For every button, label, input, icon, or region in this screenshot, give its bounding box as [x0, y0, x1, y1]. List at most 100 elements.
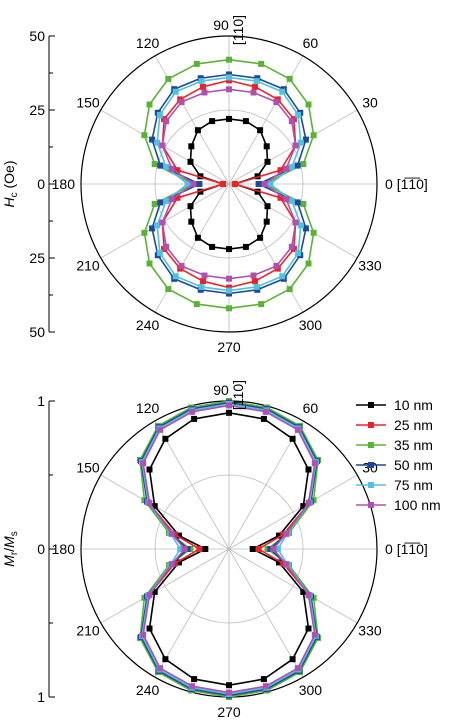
data-point-s0-p11	[176, 532, 182, 539]
data-point-s2-p22	[310, 229, 317, 236]
legend-marker-0	[368, 402, 374, 408]
data-point-s5-p17	[189, 683, 196, 690]
data-point-s5-p6	[226, 402, 232, 409]
angle-label-330: 330	[358, 622, 382, 638]
data-point-s4-p20	[279, 273, 286, 280]
data-point-s0-p23	[276, 559, 282, 566]
data-point-s5-p2	[292, 142, 299, 149]
ylabel-subscript-r: r	[9, 551, 20, 555]
data-point-s4-p23	[288, 197, 295, 204]
data-point-s5-p20	[294, 665, 301, 672]
data-point-s3-p0	[255, 181, 262, 187]
angle-label-0: 0 [1̅1̅0]	[385, 541, 428, 557]
data-point-s1-p1	[277, 167, 284, 174]
data-point-s5-p4	[273, 99, 280, 105]
data-point-s1-p17	[200, 278, 206, 285]
radial-tick-label-0-upper: 0	[37, 176, 45, 192]
data-point-s1-p0	[255, 546, 262, 552]
legend-marker-3	[368, 462, 374, 468]
angle-label-0: 0 [1̅1̅0]	[385, 176, 428, 192]
data-point-s4-p7	[198, 78, 205, 85]
data-point-s0-p16	[162, 656, 169, 663]
data-point-s5-p17	[201, 272, 208, 279]
ylabel-symbol-m2: M	[1, 536, 17, 548]
data-point-s1-p19	[252, 278, 258, 285]
data-point-s0-p6	[226, 115, 232, 122]
data-point-s5-p4	[294, 426, 301, 433]
radial-tick-label-1-upper: 1	[37, 393, 45, 409]
data-point-s0-p22	[264, 203, 271, 210]
grid-spoke	[154, 420, 230, 550]
data-point-s3-p23	[294, 199, 301, 206]
data-point-s5-p15	[163, 243, 170, 250]
data-point-s3-p10	[149, 136, 156, 143]
data-point-s5-p1	[283, 530, 290, 537]
data-point-s5-p21	[311, 631, 318, 638]
data-point-s5-p8	[178, 99, 185, 105]
data-point-s5-p18	[226, 275, 232, 282]
data-point-s5-p5	[250, 89, 257, 96]
data-point-s4-p21	[295, 250, 302, 257]
data-point-s0-p5	[242, 118, 249, 125]
grid-spoke	[100, 548, 230, 624]
data-point-s5-p5	[262, 408, 269, 415]
ylabel-unit: (Oe)	[1, 160, 17, 192]
angle-label-240: 240	[136, 317, 160, 333]
radial-tick-label-25-upper: 25	[29, 102, 45, 118]
angle-label-210: 210	[76, 257, 100, 273]
hc-polar-chart: 0 [1̅1̅0] 30 60 90 [110] 120 150 180 210 240 270 30…	[1, 15, 428, 355]
data-point-s0-p16	[194, 234, 201, 241]
data-point-s3-p2	[302, 136, 309, 143]
data-point-s5-p16	[178, 263, 185, 269]
angle-label-60: 60	[303, 400, 319, 416]
grid-spoke	[228, 548, 304, 678]
data-point-s0-p9	[188, 143, 195, 150]
data-point-s1-p0	[231, 181, 238, 187]
legend-marker-4	[368, 482, 374, 488]
angle-label-300: 300	[299, 317, 323, 333]
data-point-s0-p14	[151, 588, 158, 595]
data-point-s2-p23	[300, 200, 307, 207]
data-point-s0-p15	[188, 218, 195, 225]
angle-label-30: 30	[362, 95, 378, 111]
data-point-s0-p3	[263, 143, 270, 150]
data-point-s3-p12	[196, 181, 203, 187]
grid-spoke	[228, 548, 358, 624]
data-point-s2-p17	[193, 301, 200, 308]
data-point-s5-p10	[146, 500, 153, 507]
data-point-s3-p1	[294, 162, 301, 169]
data-point-s5-p3	[311, 460, 318, 467]
angle-label-180: 180	[52, 176, 76, 192]
data-point-s2-p20	[286, 286, 293, 293]
angle-label-180: 180	[52, 541, 76, 557]
data-point-s5-p11	[168, 165, 175, 172]
legend-label-3: 50 nm	[394, 457, 433, 473]
data-point-s2-p2	[310, 132, 317, 139]
direction-label-110: [110]	[230, 15, 246, 45]
data-point-s0-p20	[257, 234, 264, 241]
y-axis-label: Hc (Oe)	[1, 160, 20, 207]
data-point-s0-p7	[209, 118, 216, 125]
data-point-s0-p21	[305, 625, 312, 632]
data-point-s0-p15	[146, 625, 153, 632]
data-point-s0-p1	[276, 532, 282, 539]
data-point-s5-p10	[159, 142, 166, 149]
data-point-s5-p15	[140, 631, 147, 638]
data-point-s0-p4	[289, 435, 296, 442]
data-point-s4-p8	[172, 88, 179, 95]
data-point-s4-p19	[253, 283, 260, 290]
data-point-s5-p6	[226, 86, 232, 93]
data-point-s5-p14	[159, 219, 166, 226]
data-point-s2-p11	[151, 161, 158, 168]
data-point-s2-p14	[141, 229, 148, 236]
data-point-s0-p19	[242, 243, 249, 250]
data-point-s5-p11	[168, 530, 175, 537]
mr-ms-polar-chart: 0 [1̅1̅0]306090[110]12015018021024027030…	[1, 380, 428, 720]
legend-marker-2	[368, 442, 374, 448]
angle-label-60: 60	[303, 35, 319, 51]
data-point-s3-p13	[157, 199, 164, 206]
data-point-s5-p2	[305, 500, 312, 507]
data-point-s0-p22	[300, 588, 307, 595]
data-point-s4-p0	[267, 181, 274, 187]
data-point-s5-p18	[226, 689, 232, 696]
